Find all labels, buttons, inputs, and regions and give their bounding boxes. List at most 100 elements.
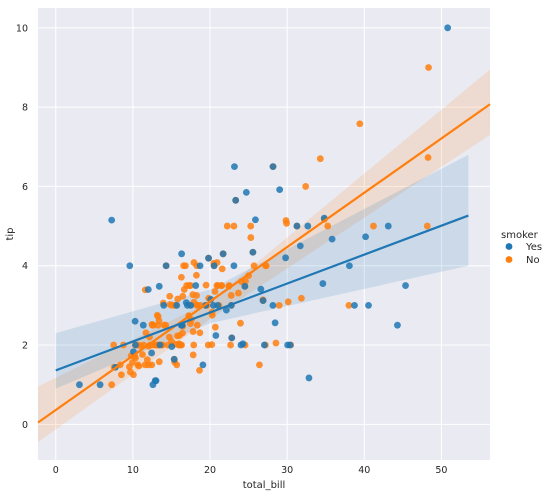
data-point-yes	[365, 301, 372, 309]
y-tick-label: 10	[16, 23, 28, 34]
regression-lines	[37, 103, 491, 424]
data-point-no	[190, 341, 198, 349]
data-point-yes	[328, 235, 336, 243]
data-point-no	[227, 341, 235, 349]
data-point-yes	[282, 254, 289, 262]
data-point-no	[193, 321, 201, 329]
data-point-yes	[196, 262, 204, 270]
data-point-no	[208, 311, 216, 319]
data-point-no	[193, 271, 200, 279]
data-point-no	[284, 298, 292, 306]
data-point-no	[208, 341, 216, 349]
data-point-yes	[156, 341, 164, 349]
data-point-yes	[162, 262, 170, 270]
data-point-no	[139, 351, 146, 358]
x-tick-label: 50	[435, 465, 447, 476]
legend: smoker Yes No	[501, 230, 542, 266]
data-point-yes	[131, 317, 139, 325]
data-point-yes	[276, 186, 284, 193]
data-point-yes	[230, 262, 238, 270]
data-point-yes	[362, 233, 369, 241]
data-point-no	[423, 222, 431, 230]
data-point-yes	[286, 341, 294, 349]
y-tick-label: 6	[22, 182, 28, 193]
data-point-yes	[269, 301, 277, 309]
data-point-yes	[199, 361, 207, 369]
data-point-yes	[304, 222, 312, 230]
data-point-yes	[345, 262, 353, 270]
data-point-no	[424, 154, 432, 161]
data-point-no	[218, 282, 225, 289]
data-point-yes	[192, 282, 200, 289]
data-point-no	[143, 356, 151, 364]
data-point-yes	[132, 341, 139, 349]
data-point-no	[173, 361, 181, 369]
data-point-no	[196, 329, 204, 337]
x-tick-label: 30	[281, 465, 293, 476]
x-tick-labels: 0 10 20 30 40 50	[53, 465, 448, 476]
data-point-yes	[76, 381, 83, 389]
confidence-bands	[38, 69, 490, 443]
data-point-no	[230, 222, 238, 230]
data-point-no	[135, 362, 143, 370]
data-point-yes	[305, 374, 313, 382]
data-point-yes	[205, 254, 212, 262]
data-point-no	[223, 222, 231, 230]
data-point-no	[275, 301, 283, 309]
data-point-no	[237, 319, 244, 327]
legend-title: smoker	[501, 230, 539, 241]
data-point-no	[142, 329, 150, 337]
scatter-points	[76, 24, 452, 389]
data-point-yes	[402, 282, 409, 289]
data-point-yes	[257, 285, 265, 293]
data-point-no	[283, 219, 290, 227]
data-point-no	[130, 371, 137, 379]
data-point-yes	[108, 216, 116, 224]
ci-band-no	[38, 69, 490, 443]
data-point-no	[247, 234, 255, 241]
data-point-no	[211, 288, 219, 295]
x-tick-label: 10	[127, 465, 139, 476]
data-point-yes	[219, 250, 227, 258]
data-point-no	[189, 328, 197, 335]
data-point-yes	[249, 248, 257, 256]
data-point-no	[145, 361, 152, 369]
data-point-yes	[231, 163, 238, 170]
data-point-yes	[210, 262, 218, 270]
data-point-yes	[259, 297, 267, 305]
data-point-no	[272, 339, 280, 347]
data-point-yes	[293, 222, 301, 230]
data-point-yes	[260, 341, 268, 349]
legend-label-no: No	[526, 255, 540, 266]
y-tick-labels: 0 2 4 6 8 10	[16, 23, 28, 430]
data-point-no	[316, 155, 324, 163]
data-point-yes	[168, 343, 176, 351]
data-point-yes	[144, 286, 152, 293]
y-tick-label: 0	[22, 420, 28, 431]
regression-line-yes	[55, 214, 469, 372]
data-point-no	[193, 292, 200, 299]
data-point-yes	[160, 301, 168, 309]
x-tick-label: 20	[204, 465, 216, 476]
data-point-no	[218, 265, 226, 273]
data-point-no	[177, 273, 185, 281]
data-point-no	[324, 222, 332, 230]
ci-band-yes	[55, 154, 469, 389]
data-point-yes	[170, 355, 178, 363]
data-point-yes	[96, 381, 104, 389]
data-point-yes	[242, 188, 250, 196]
data-point-no	[256, 361, 263, 369]
data-point-no	[425, 64, 432, 71]
data-point-no	[110, 341, 118, 349]
data-point-yes	[139, 321, 147, 329]
legend-marker-yes	[505, 243, 513, 250]
data-point-yes	[148, 349, 156, 357]
data-point-yes	[319, 280, 327, 287]
data-point-no	[196, 366, 203, 374]
data-point-yes	[241, 282, 249, 290]
data-point-yes	[214, 301, 222, 309]
data-point-no	[179, 329, 186, 337]
data-point-yes	[173, 301, 181, 309]
data-point-yes	[296, 242, 304, 250]
